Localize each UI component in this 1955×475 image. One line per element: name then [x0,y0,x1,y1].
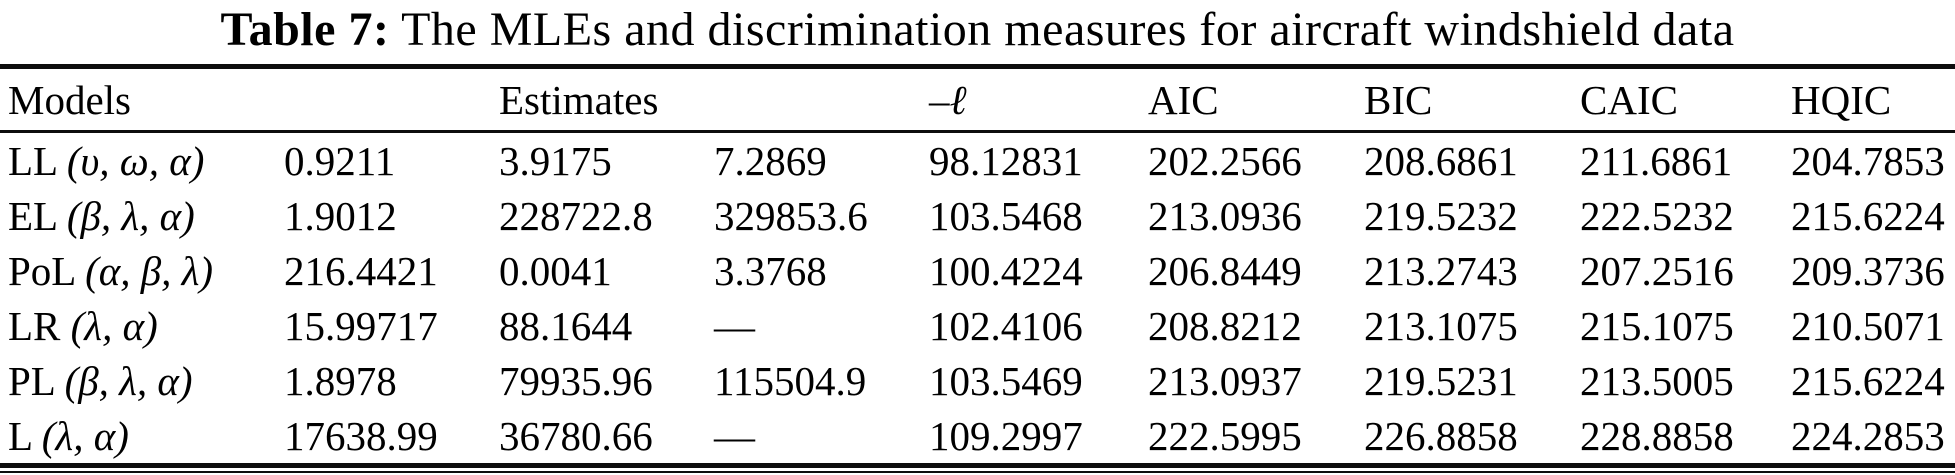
estimate-cell-3: 329853.6 [714,192,868,239]
estimate-cell-1: 1.9012 [284,192,397,239]
estimate-cell-1: 15.99717 [284,302,438,349]
col-header-bic: BIC [1364,69,1580,133]
estimate-cell-1: 1.8978 [284,357,397,404]
aic-cell: 206.8449 [1148,247,1302,294]
hqic-cell: 215.6224 [1791,357,1945,404]
aic-cell: 202.2566 [1148,137,1302,184]
caic-cell: 228.8858 [1580,412,1734,459]
hqic-cell: 215.6224 [1791,192,1945,239]
estimate-cell-2: 88.1644 [499,302,633,349]
model-cell: PoL (α, β, λ) [0,243,284,298]
table-caption-text: The MLEs and discrimination measures for… [401,3,1735,56]
negative-loglik-cell: 102.4106 [929,302,1083,349]
bic-cell: 219.5231 [1364,357,1518,404]
model-cell: L (λ, α) [0,408,284,463]
negative-loglik-cell: 103.5468 [929,192,1083,239]
table-caption-label: Table 7: [220,3,390,56]
table-row: PL (β, λ, α) 1.8978 79935.96 115504.9 10… [0,353,1955,408]
caic-cell: 213.5005 [1580,357,1734,404]
aic-cell: 208.8212 [1148,302,1302,349]
aic-cell: 213.0937 [1148,357,1302,404]
model-params: (λ, α) [70,302,158,349]
col-header-models: Models [0,69,284,133]
estimate-cell-2: 3.9175 [499,137,612,184]
estimate-cell-1: 216.4421 [284,247,438,294]
caic-cell: 211.6861 [1580,137,1733,184]
bic-cell: 226.8858 [1364,412,1518,459]
aic-cell: 222.5995 [1148,412,1302,459]
estimate-cell-2: 36780.66 [499,412,653,459]
model-name: EL [8,192,57,239]
model-params: (υ, ω, α) [66,137,205,184]
col-header-negative-loglik: –ℓ [929,69,1148,133]
col-header-aic: AIC [1148,69,1364,133]
table-bottom-rule-thin [0,471,1955,473]
estimate-cell-2: 228722.8 [499,192,653,239]
estimate-cell-3: 3.3768 [714,247,827,294]
table-caption: Table 7: The MLEs and discrimination mea… [0,0,1955,58]
col-header-estimates: Estimates [499,69,714,133]
estimate-cell-2: 79935.96 [499,357,653,404]
estimate-cell-1: 17638.99 [284,412,438,459]
model-params: (λ, α) [41,412,129,459]
table-bottom-rule-thick [0,463,1955,468]
model-cell: EL (β, λ, α) [0,188,284,243]
hqic-cell: 210.5071 [1791,302,1945,349]
estimate-cell-3: — [714,412,755,459]
model-name: PL [8,357,55,404]
table-body: LL (υ, ω, α) 0.9211 3.9175 7.2869 98.128… [0,132,1955,464]
bic-cell: 213.2743 [1364,247,1518,294]
bic-cell: 219.5232 [1364,192,1518,239]
estimate-cell-1: 0.9211 [284,137,396,184]
col-header-spacer-1 [284,69,499,133]
bic-cell: 208.6861 [1364,137,1518,184]
table-row: EL (β, λ, α) 1.9012 228722.8 329853.6 10… [0,188,1955,243]
negative-loglik-cell: 109.2997 [929,412,1083,459]
table-row: PoL (α, β, λ) 216.4421 0.0041 3.3768 100… [0,243,1955,298]
model-name: L [8,412,32,459]
table-row: LR (λ, α) 15.99717 88.1644 — 102.4106 20… [0,298,1955,353]
caic-cell: 222.5232 [1580,192,1734,239]
estimate-cell-3: 115504.9 [714,357,867,404]
estimate-cell-2: 0.0041 [499,247,612,294]
estimate-cell-3: 7.2869 [714,137,827,184]
hqic-cell: 224.2853 [1791,412,1945,459]
caic-cell: 215.1075 [1580,302,1734,349]
aic-cell: 213.0936 [1148,192,1302,239]
model-cell: LL (υ, ω, α) [0,132,284,189]
table-row: L (λ, α) 17638.99 36780.66 — 109.2997 22… [0,408,1955,463]
negative-loglik-cell: 98.12831 [929,137,1083,184]
estimate-cell-3: — [714,302,755,349]
caic-cell: 207.2516 [1580,247,1734,294]
results-table: Models Estimates –ℓ AIC BIC CAIC HQIC LL… [0,69,1955,463]
model-cell: LR (λ, α) [0,298,284,353]
model-cell: PL (β, λ, α) [0,353,284,408]
model-params: (α, β, λ) [85,247,214,294]
hqic-cell: 204.7853 [1791,137,1945,184]
negative-loglik-cell: 100.4224 [929,247,1083,294]
model-params: (β, λ, α) [66,192,195,239]
table-top-rule [0,64,1955,69]
model-name: LR [8,302,61,349]
header-row: Models Estimates –ℓ AIC BIC CAIC HQIC [0,69,1955,133]
col-header-spacer-2 [714,69,929,133]
bic-cell: 213.1075 [1364,302,1518,349]
model-params: (β, λ, α) [64,357,193,404]
table-row: LL (υ, ω, α) 0.9211 3.9175 7.2869 98.128… [0,132,1955,189]
hqic-cell: 209.3736 [1791,247,1945,294]
model-name: PoL [8,247,75,294]
model-name: LL [8,137,57,184]
col-header-hqic: HQIC [1791,69,1955,133]
col-header-caic: CAIC [1580,69,1791,133]
negative-loglik-cell: 103.5469 [929,357,1083,404]
